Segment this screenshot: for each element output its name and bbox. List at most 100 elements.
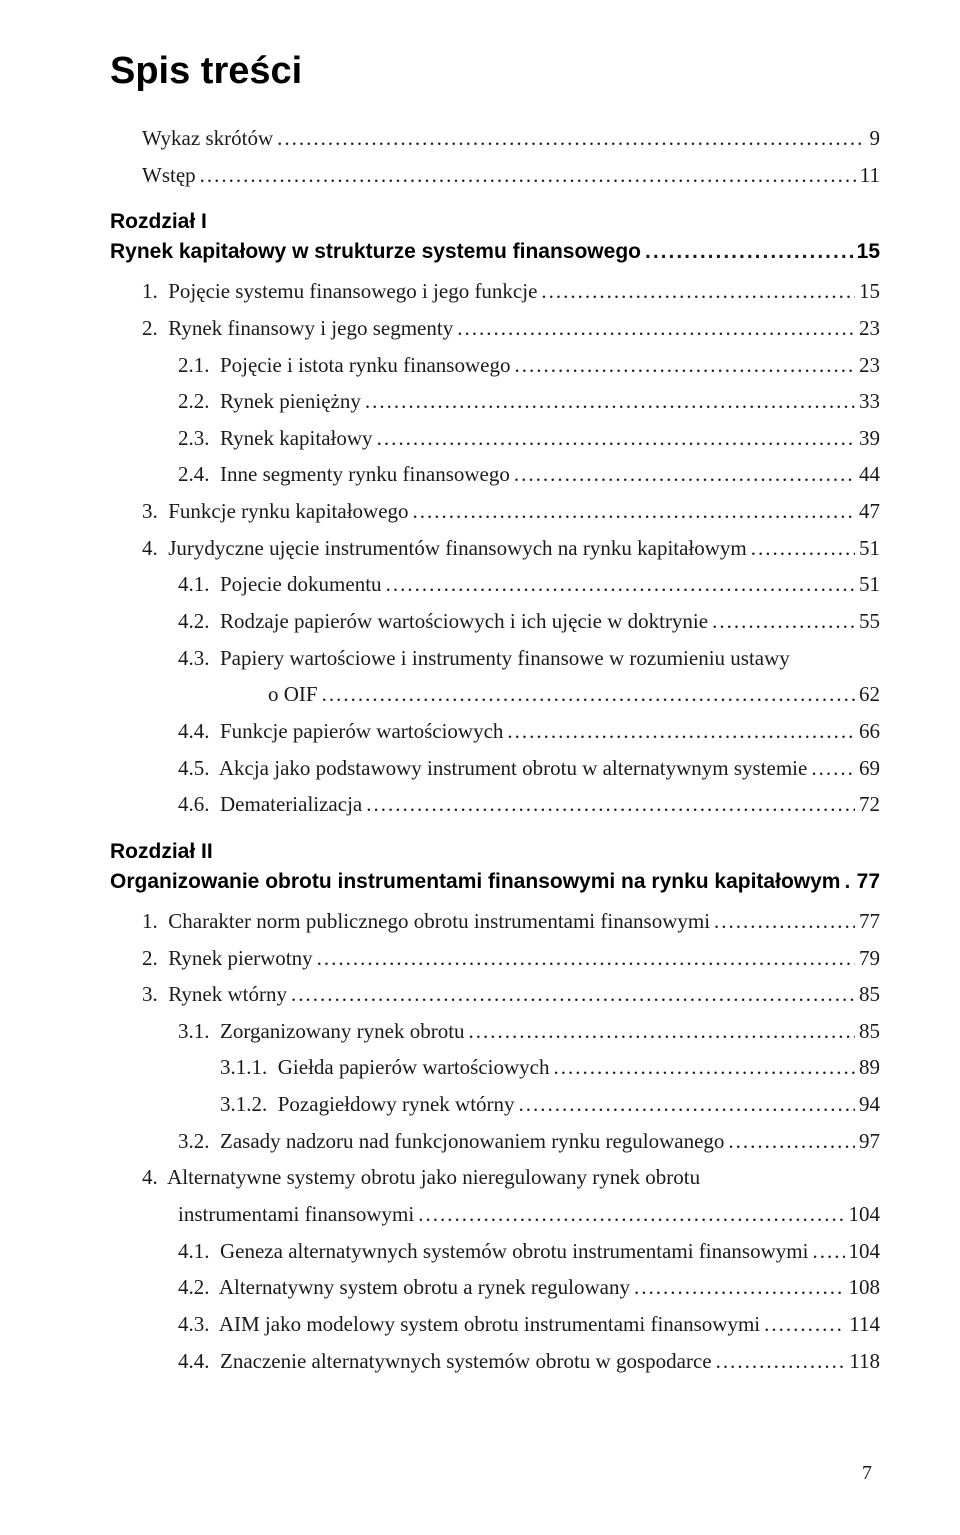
toc-entry-page: 55 [859,604,880,639]
toc-leader-dots [322,677,855,712]
toc-entry-text: 4.6. Dematerializacja [178,787,362,822]
toc-entry: 4.4. Funkcje papierów wartościowych66 [110,714,880,749]
toc-entry: Wstęp 11 [110,158,880,193]
chapter-title-page: 15 [857,240,880,264]
toc-entry-page: 23 [859,311,880,346]
chapter-title-text: Organizowanie obrotu instrumentami finan… [110,870,840,894]
toc-entry-page: 97 [859,1124,880,1159]
toc-entry: 4.2. Rodzaje papierów wartościowych i ic… [110,604,880,639]
toc-entry: o OIF 62 [110,677,880,712]
toc-entry-text: 4.5. Akcja jako podstawowy instrument ob… [178,751,807,786]
toc-entry-text: 2.4. Inne segmenty rynku finansowego [178,457,510,492]
toc-entry: 4.4. Znaczenie alternatywnych systemów o… [110,1344,880,1379]
toc-entry-text: 3.1.1. Giełda papierów wartościowych [220,1050,550,1085]
toc-entry-text: 4.2. Rodzaje papierów wartościowych i ic… [178,604,708,639]
toc-entry-page: 118 [849,1344,880,1379]
toc-leader-dots [844,870,852,894]
toc-leader-dots [457,311,855,346]
toc-entry-page: 85 [859,977,880,1012]
toc-leader-dots [811,751,855,786]
toc-entry-text: o OIF [268,677,318,712]
toc-entry: 4.1. Geneza alternatywnych systemów obro… [110,1234,880,1269]
toc-leader-dots [764,1307,845,1342]
toc-entry-page: 104 [849,1234,881,1269]
toc-entry-page: 62 [859,677,880,712]
toc-entry-page: 89 [859,1050,880,1085]
toc-entry: 3.1. Zorganizowany rynek obrotu 85 [110,1014,880,1049]
toc-entry: 3.2. Zasady nadzoru nad funkcjonowaniem … [110,1124,880,1159]
toc-entry-text: 4.4. Znaczenie alternatywnych systemów o… [178,1344,712,1379]
toc-entry-page: 23 [859,348,880,383]
toc-leader-dots [377,421,855,456]
toc-entry-page: 11 [860,158,880,193]
toc-leader-dots [277,121,865,156]
toc-leader-dots [386,567,855,602]
toc-entry: 2.3. Rynek kapitałowy39 [110,421,880,456]
toc-entry-page: 94 [859,1087,880,1122]
toc-leader-dots [365,384,855,419]
toc-leader-dots [366,787,855,822]
toc-entry: 4.1. Pojecie dokumentu 51 [110,567,880,602]
table-of-contents: Wykaz skrótów9Wstęp11Rozdział IRynek kap… [110,121,880,1378]
toc-entry-text: 2. Rynek pierwotny [142,941,313,976]
toc-entry-text: 2.2. Rynek pieniężny [178,384,361,419]
toc-leader-dots [469,1014,855,1049]
toc-leader-dots [514,348,855,383]
toc-entry-text: 4.3. Papiery wartościowe i instrumenty f… [178,641,790,676]
toc-entry-text: instrumentami finansowymi [178,1197,414,1232]
toc-entry: 3. Funkcje rynku kapitałowego 47 [110,494,880,529]
toc-entry-text: 4. Jurydyczne ujęcie instrumentów finans… [142,531,747,566]
toc-leader-dots [714,904,855,939]
toc-entry: 3.1.1. Giełda papierów wartościowych 89 [110,1050,880,1085]
toc-entry-page: 77 [859,904,880,939]
toc-leader-dots [716,1344,846,1379]
toc-entry-text: 3.2. Zasady nadzoru nad funkcjonowaniem … [178,1124,724,1159]
toc-entry: 1. Charakter norm publicznego obrotu ins… [110,904,880,939]
footer-page-number: 7 [862,1462,872,1485]
toc-leader-dots [200,158,856,193]
toc-entry-line: 4.3. Papiery wartościowe i instrumenty f… [110,641,880,676]
toc-entry-line: 4. Alternatywne systemy obrotu jako nier… [110,1160,880,1195]
chapter-title: Rynek kapitałowy w strukturze systemu fi… [110,240,880,264]
toc-entry-text: 4. Alternatywne systemy obrotu jako nier… [142,1160,700,1195]
toc-entry-text: Wykaz skrótów [142,121,273,156]
toc-entry-page: 72 [859,787,880,822]
toc-leader-dots [541,274,855,309]
toc-entry-page: 51 [859,531,880,566]
toc-entry: 2.1. Pojęcie i istota rynku finansowego 2… [110,348,880,383]
toc-entry-page: 47 [859,494,880,529]
toc-entry-page: 33 [859,384,880,419]
toc-entry-multiline: 4.3. Papiery wartościowe i instrumenty f… [110,641,880,712]
toc-entry: 3.1.2. Pozagiełdowy rynek wtórny94 [110,1087,880,1122]
toc-leader-dots [317,941,855,976]
toc-entry: 4.3. AIM jako modelowy system obrotu ins… [110,1307,880,1342]
toc-entry: 3. Rynek wtórny 85 [110,977,880,1012]
toc-entry: 2.4. Inne segmenty rynku finansowego 44 [110,457,880,492]
toc-entry-text: Wstęp [142,158,196,193]
toc-entry-text: 2.3. Rynek kapitałowy [178,421,373,456]
toc-entry-text: 3. Rynek wtórny [142,977,287,1012]
toc-entry-text: 4.2. Alternatywny system obrotu a rynek … [178,1270,630,1305]
toc-entry-multiline: 4. Alternatywne systemy obrotu jako nier… [110,1160,880,1231]
toc-entry: Wykaz skrótów 9 [110,121,880,156]
toc-entry-text: 3. Funkcje rynku kapitałowego [142,494,409,529]
toc-entry-page: 44 [859,457,880,492]
toc-leader-dots [634,1270,845,1305]
toc-entry-text: 2.1. Pojęcie i istota rynku finansowego [178,348,510,383]
toc-entry-page: 79 [859,941,880,976]
toc-leader-dots [418,1197,844,1232]
toc-entry-page: 114 [849,1307,880,1342]
toc-entry-text: 1. Pojęcie systemu finansowego i jego fu… [142,274,537,309]
toc-leader-dots [413,494,855,529]
toc-entry-page: 9 [870,121,881,156]
toc-entry-text: 3.1. Zorganizowany rynek obrotu [178,1014,465,1049]
toc-entry: 4.2. Alternatywny system obrotu a rynek … [110,1270,880,1305]
toc-entry-text: 4.4. Funkcje papierów wartościowych [178,714,503,749]
toc-entry-page: 51 [859,567,880,602]
toc-entry-text: 4.1. Pojecie dokumentu [178,567,382,602]
chapter-title-page: 77 [857,870,880,894]
toc-leader-dots [519,1087,855,1122]
toc-entry-page: 104 [849,1197,881,1232]
toc-entry-text: 2. Rynek finansowy i jego segmenty [142,311,453,346]
toc-entry-page: 85 [859,1014,880,1049]
